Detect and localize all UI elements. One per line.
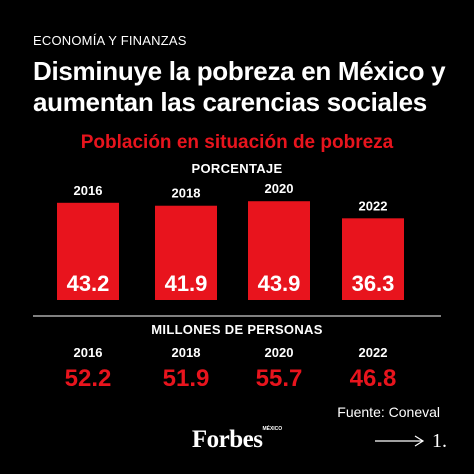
headline: Disminuye la pobreza en México y aumenta… bbox=[33, 56, 446, 117]
page-number: 1. bbox=[432, 430, 447, 452]
table-subtitle-people: MILLONES DE PERSONAS bbox=[151, 322, 323, 337]
table-value-label: 52.2 bbox=[65, 365, 112, 390]
bar-year-label: 2020 bbox=[265, 181, 294, 196]
bar-year-label: 2016 bbox=[74, 183, 103, 198]
section-label: ECONOMÍA Y FINANZAS bbox=[33, 33, 187, 48]
table-value-label: 55.7 bbox=[256, 365, 303, 390]
bar-year-label: 2018 bbox=[172, 186, 201, 201]
bars-layer: 2016 43.2 2018 41.9 2020 43.9 2022 36.3 bbox=[57, 181, 404, 300]
bar-value-label: 43.2 bbox=[67, 271, 110, 296]
brand-tag: MÉXICO bbox=[262, 426, 283, 432]
source-note: Fuente: Coneval bbox=[337, 404, 440, 420]
table-value-label: 51.9 bbox=[163, 365, 210, 390]
table-year-label: 2022 bbox=[359, 345, 388, 360]
table-year-label: 2018 bbox=[172, 345, 201, 360]
arrow-right-icon[interactable] bbox=[375, 434, 427, 448]
poverty-chart: 2016 43.2 2018 41.9 2020 43.9 2022 36.3 2016 52.… bbox=[33, 181, 441, 390]
table-year-label: 2020 bbox=[265, 345, 294, 360]
bar-2022 bbox=[342, 218, 404, 300]
bar-2016 bbox=[57, 202, 119, 300]
chart-title: Población en situación de pobreza bbox=[80, 132, 394, 153]
bar-value-label: 43.9 bbox=[258, 271, 301, 296]
table-layer: 2016 52.2 2018 51.9 2020 55.7 2022 46.8 bbox=[65, 345, 397, 390]
bar-value-label: 36.3 bbox=[352, 271, 395, 296]
bar-2020 bbox=[248, 201, 310, 300]
brand-name: Forbes bbox=[191, 426, 263, 453]
bar-2018 bbox=[155, 205, 217, 300]
chart-subtitle-percent: PORCENTAJE bbox=[191, 161, 283, 176]
table-year-label: 2016 bbox=[74, 345, 103, 360]
forbes-logo: ForbesMÉXICO bbox=[0, 426, 474, 454]
bar-value-label: 41.9 bbox=[165, 271, 208, 296]
table-value-label: 46.8 bbox=[350, 365, 397, 390]
bar-year-label: 2022 bbox=[359, 198, 388, 213]
